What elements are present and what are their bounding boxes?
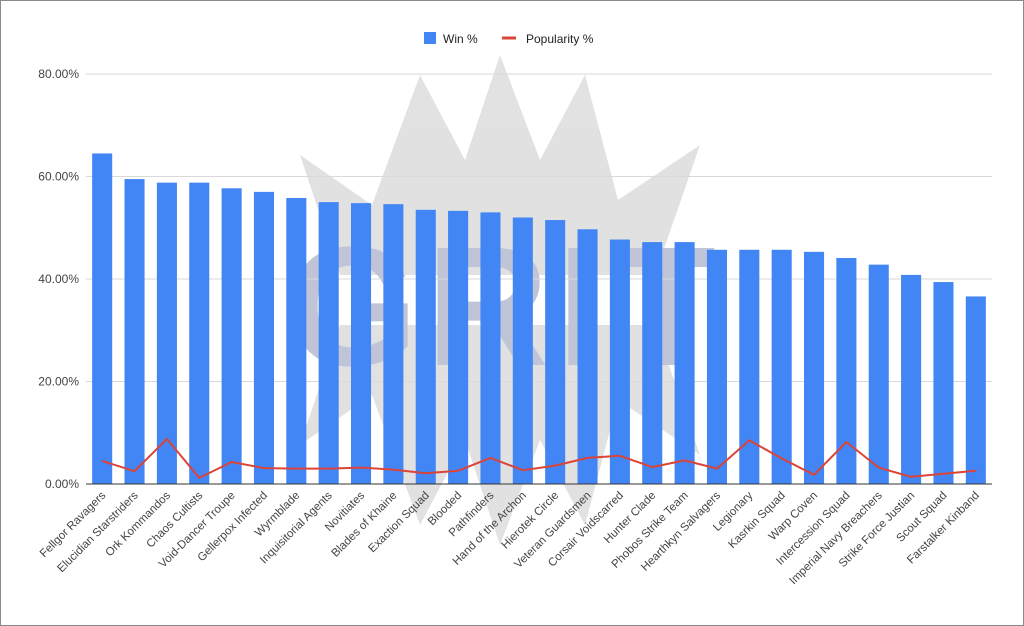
popularity-point	[101, 460, 103, 462]
bar	[383, 204, 404, 485]
popularity-point	[619, 455, 621, 457]
bar	[965, 296, 986, 484]
bar	[318, 202, 339, 484]
y-tick-label: 20.00%	[38, 375, 79, 389]
bar	[609, 239, 630, 484]
popularity-point	[457, 469, 459, 472]
bar	[480, 212, 501, 484]
win-pct-bars	[92, 153, 986, 485]
popularity-point	[424, 472, 427, 475]
y-tick-label: 60.00%	[38, 170, 79, 184]
popularity-series-line	[101, 437, 976, 479]
bar	[415, 209, 436, 484]
popularity-point	[327, 467, 330, 470]
popularity-point	[522, 469, 524, 471]
bar	[156, 182, 177, 484]
bar	[901, 274, 922, 484]
legend: Win % Popularity %	[424, 32, 594, 46]
popularity-point	[942, 472, 945, 475]
bar	[286, 198, 307, 484]
popularity-point	[263, 467, 265, 469]
popularity-point	[845, 441, 848, 443]
popularity-point	[230, 461, 233, 463]
popularity-point	[392, 468, 395, 471]
bar	[868, 264, 889, 484]
bar	[253, 191, 274, 484]
y-axis-ticks: 0.00% 20.00% 40.00% 60.00% 80.00%	[38, 67, 79, 491]
popularity-point	[489, 457, 492, 459]
bar	[804, 251, 825, 484]
bar	[512, 217, 533, 484]
x-category-label: Exaction Squad	[366, 490, 431, 555]
bar	[739, 249, 760, 484]
bar	[642, 242, 663, 484]
bar	[351, 203, 372, 484]
bar	[771, 249, 792, 484]
popularity-point	[360, 466, 362, 469]
bar	[933, 282, 954, 484]
legend-swatch-win	[424, 32, 436, 44]
bar	[545, 220, 566, 484]
popularity-point	[166, 438, 168, 440]
bar	[189, 182, 210, 484]
popularity-point	[198, 477, 201, 479]
bar	[706, 249, 727, 484]
popularity-point	[716, 467, 718, 470]
popularity-point	[586, 457, 589, 459]
popularity-point	[910, 476, 912, 478]
bar	[221, 188, 242, 484]
x-category-label: Chaos Cultists	[144, 489, 205, 550]
legend-label-win: Win %	[443, 32, 478, 46]
popularity-point	[975, 469, 977, 472]
popularity-point	[813, 473, 815, 476]
popularity-point	[651, 466, 654, 468]
popularity-point	[877, 466, 880, 469]
popularity-point	[780, 457, 783, 460]
y-tick-label: 0.00%	[45, 477, 79, 491]
popularity-point	[748, 439, 751, 442]
popularity-point	[554, 464, 556, 467]
y-tick-label: 80.00%	[38, 67, 79, 81]
popularity-point	[295, 467, 298, 470]
bar	[674, 242, 695, 484]
bar	[448, 210, 469, 484]
popularity-line	[101, 437, 977, 479]
legend-label-popularity: Popularity %	[526, 32, 594, 46]
bar	[836, 257, 857, 484]
bar	[124, 179, 145, 484]
popularity-point	[683, 459, 686, 462]
bar	[92, 153, 113, 484]
popularity-point	[133, 470, 136, 472]
y-tick-label: 40.00%	[38, 272, 79, 286]
x-category-label: Kasrkin Squad	[726, 490, 787, 551]
bar	[577, 229, 598, 484]
